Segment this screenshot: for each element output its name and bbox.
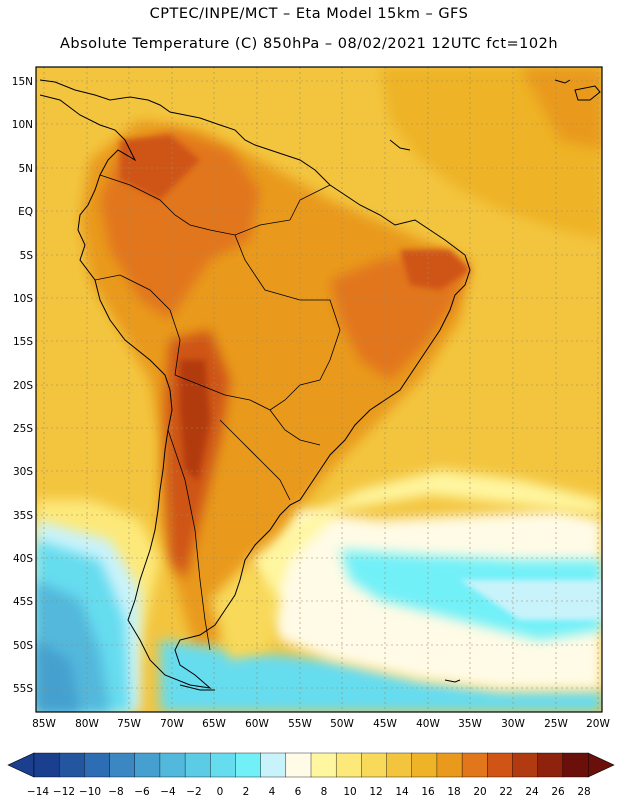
colorbar-swatch	[260, 752, 287, 778]
colorbar-swatch	[310, 752, 337, 778]
lon-label: 25W	[544, 718, 568, 730]
colorbar-swatch	[285, 752, 312, 778]
lat-label: EQ	[18, 206, 33, 218]
colorbar-label: 8	[321, 786, 328, 798]
graticule	[36, 67, 602, 712]
colorbar-swatch	[537, 752, 564, 778]
lat-label: 5N	[18, 163, 33, 175]
colorbar-swatch	[512, 752, 539, 778]
colorbar-label: 12	[369, 786, 382, 798]
lat-label: 50S	[13, 640, 33, 652]
colorbar-label: 18	[447, 786, 460, 798]
lon-label: 55W	[288, 718, 312, 730]
lon-label: 30W	[501, 718, 525, 730]
coastlines	[39, 79, 601, 691]
lat-label: 10N	[12, 119, 33, 131]
colorbar-label: 10	[343, 786, 356, 798]
colorbar-label: −4	[160, 786, 176, 798]
colorbar-swatch	[335, 752, 362, 778]
colorbar-label: −12	[53, 786, 75, 798]
colorbar-swatch	[411, 752, 438, 778]
map-title-line-2: Absolute Temperature (C) 850hPa – 08/02/…	[59, 36, 559, 52]
colorbar-swatch	[184, 752, 211, 778]
temperature-field	[36, 67, 602, 712]
colorbar-label: −2	[186, 786, 201, 798]
lat-label: 35S	[13, 510, 33, 522]
colorbar-label: 6	[295, 786, 302, 798]
longitude-labels: 85W 80W 75W 70W 65W 60W 55W 50W 45W 40W …	[32, 718, 610, 730]
lon-label: 40W	[416, 718, 440, 730]
lon-label: 60W	[245, 718, 269, 730]
lat-label: 45S	[13, 596, 33, 608]
colorbar-swatch	[461, 752, 488, 778]
colorbar-swatch	[58, 752, 85, 778]
colorbar-label: 2	[243, 786, 250, 798]
latitude-labels: 15N 10N 5N EQ 5S 10S 15S 20S 25S 30S 35S…	[12, 76, 34, 695]
colorbar-label: 16	[421, 786, 435, 798]
colorbar-swatch	[562, 752, 589, 778]
lon-label: 50W	[330, 718, 354, 730]
colorbar-max-arrow	[587, 752, 615, 778]
lon-label: 45W	[373, 718, 397, 730]
colorbar-swatch	[235, 752, 262, 778]
lon-label: 65W	[202, 718, 226, 730]
colorbar: −14 −12 −10 −8 −6 −4 −2 0 2 4 6 8 10 12 14 16 18 20 22 24 26…	[7, 752, 615, 798]
lat-label: 5S	[20, 250, 34, 262]
colorbar-label: 20	[473, 786, 486, 798]
map-title-line-1: CPTEC/INPE/MCT – Eta Model 15km – GFS	[149, 6, 469, 22]
colorbar-min-arrow	[7, 752, 35, 778]
colorbar-label: 26	[551, 786, 565, 798]
colorbar-swatch	[386, 752, 413, 778]
lat-label: 25S	[13, 423, 33, 435]
lon-label: 75W	[117, 718, 141, 730]
colorbar-swatch	[109, 752, 136, 778]
colorbar-swatch	[361, 752, 388, 778]
colorbar-label: 4	[269, 786, 276, 798]
country-borders	[94, 174, 341, 651]
colorbar-swatch	[33, 752, 60, 778]
colorbar-swatch	[159, 752, 186, 778]
colorbar-label: −10	[79, 786, 101, 798]
lat-label: 55S	[13, 683, 33, 695]
colorbar-label: 14	[395, 786, 409, 798]
lat-label: 15N	[12, 76, 33, 88]
colorbar-swatch	[487, 752, 513, 778]
colorbar-swatch	[436, 752, 463, 778]
map-frame	[35, 66, 603, 713]
colorbar-label: 28	[577, 786, 590, 798]
colorbar-label: 24	[525, 786, 539, 798]
colorbar-label: −6	[134, 786, 150, 798]
colorbar-swatch	[134, 752, 161, 778]
lon-label: 70W	[160, 718, 184, 730]
colorbar-swatch	[210, 752, 236, 778]
lon-label: 35W	[458, 718, 482, 730]
lat-label: 20S	[13, 380, 33, 392]
colorbar-swatch	[84, 752, 111, 778]
lat-label: 10S	[13, 293, 33, 305]
colorbar-label: 0	[217, 786, 224, 798]
lon-label: 20W	[586, 718, 610, 730]
lat-label: 15S	[13, 336, 33, 348]
lon-label: 80W	[75, 718, 99, 730]
lat-label: 30S	[13, 466, 33, 478]
colorbar-label: −8	[108, 786, 123, 798]
colorbar-label: 22	[499, 786, 512, 798]
colorbar-label: −14	[27, 786, 49, 798]
lon-label: 85W	[32, 718, 56, 730]
lat-label: 40S	[13, 553, 33, 565]
